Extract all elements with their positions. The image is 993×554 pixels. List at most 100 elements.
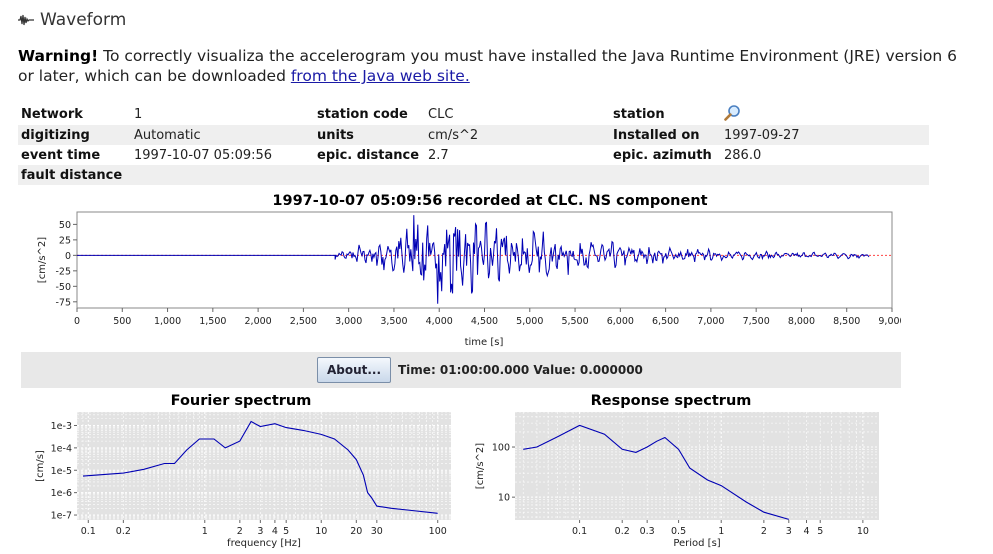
y-tick-label: -25 [55, 266, 71, 277]
x-tick-label: 10 [315, 526, 327, 537]
x-tick-label: 5,000 [516, 316, 543, 327]
y-tick-label: 50 [59, 220, 71, 231]
x-tick-label: 4,500 [471, 316, 498, 327]
x-tick-label: 0.5 [671, 526, 686, 537]
page-title: Waveform [18, 8, 126, 32]
x-tick-label: 2 [237, 526, 243, 537]
x-tick-label: 1 [202, 526, 208, 537]
digitizing-value: Automatic [131, 125, 314, 145]
epic-distance-label: epic. distance [317, 147, 420, 163]
waveform-trace [77, 215, 870, 304]
event-time-value: 1997-10-07 05:09:56 [134, 147, 273, 163]
epic-azimuth-value: 286.0 [724, 147, 762, 163]
y-tick-label: 100 [492, 443, 510, 454]
x-tick-label: 10 [857, 526, 869, 537]
waveform-chart: 1997-10-07 05:09:56 recorded at CLC. NS … [37, 193, 901, 348]
response-trace [523, 424, 789, 520]
station-info-table: Network 1 station code CLC station digit… [18, 104, 929, 185]
x-tick-label: 6,000 [607, 316, 634, 327]
x-tick-label: 4,000 [426, 316, 453, 327]
warning-label: Warning! [18, 47, 99, 65]
x-tick-label: 30 [371, 526, 383, 537]
info-row: Network 1 station code CLC station [18, 104, 929, 125]
installed-label: Installed on [610, 125, 721, 145]
fault-distance-label: fault distance [18, 165, 131, 185]
chart-title: 1997-10-07 05:09:56 recorded at CLC. NS … [272, 193, 707, 209]
epic-azimuth-label: epic. azimuth [613, 147, 712, 163]
x-tick-label: 0 [74, 316, 80, 327]
x-tick-label: 4 [272, 526, 278, 537]
x-tick-label: 2 [761, 526, 767, 537]
y-tick-label: 10 [498, 493, 510, 504]
x-tick-label: 3 [786, 526, 792, 537]
fault-distance-value [131, 165, 314, 185]
chart-title: Fourier spectrum [171, 393, 312, 409]
x-tick-label: 100 [429, 526, 447, 537]
y-tick-label: 25 [59, 235, 71, 246]
about-button[interactable]: About... [317, 357, 391, 383]
java-download-link[interactable]: from the Java web site. [290, 67, 470, 85]
time-value-readout: Time: 01:00:00.000 Value: 0.000000 [398, 363, 643, 377]
info-row: digitizing Automatic units cm/s^2 Instal… [18, 125, 929, 145]
x-tick-label: 5 [817, 526, 823, 537]
x-tick-label: 7,500 [743, 316, 770, 327]
plot-area [76, 211, 893, 309]
x-axis-label: frequency [Hz] [227, 538, 301, 549]
installed-value: 1997-09-27 [721, 125, 929, 145]
x-axis-label: time [s] [465, 337, 504, 348]
x-tick-label: 0.3 [640, 526, 655, 537]
y-axis-label: [cm/s^2] [475, 443, 486, 489]
x-tick-label: 2,500 [290, 316, 317, 327]
x-tick-label: 500 [113, 316, 131, 327]
x-tick-label: 2,000 [245, 316, 272, 327]
x-tick-label: 0.1 [81, 526, 96, 537]
x-tick-label: 1 [718, 526, 724, 537]
network-label: Network [21, 107, 83, 122]
units-label: units [314, 125, 425, 145]
y-tick-label: -50 [55, 282, 71, 293]
y-tick-label: 0 [65, 251, 71, 262]
x-tick-label: 9,000 [878, 316, 901, 327]
x-tick-label: 3 [257, 526, 263, 537]
applet-toolbar: About... Time: 01:00:00.000 Value: 0.000… [21, 352, 901, 388]
y-tick-label: 1e-3 [51, 421, 72, 432]
y-tick-label: 1e-4 [51, 443, 72, 454]
x-tick-label: 8,500 [833, 316, 860, 327]
fourier-spectrum-chart: Fourier spectrum 0.1 0.2 1 2 3 4 5 10 20 30 100 1e-… [35, 393, 451, 549]
chart-title: Response spectrum [591, 393, 752, 409]
station-code-value: CLC [428, 107, 454, 122]
info-row: event time 1997-10-07 05:09:56 epic. dis… [18, 145, 929, 165]
station-code-label: station code [317, 107, 408, 122]
x-tick-label: 20 [350, 526, 362, 537]
x-tick-label: 6,500 [652, 316, 679, 327]
x-tick-label: 8,000 [788, 316, 815, 327]
plot-area [77, 412, 451, 520]
y-tick-label: 1e-7 [51, 511, 72, 522]
y-tick-label: 1e-6 [51, 488, 72, 499]
x-tick-label: 0.1 [572, 526, 587, 537]
x-tick-label: 0.2 [615, 526, 630, 537]
station-label: station [613, 107, 665, 122]
x-tick-label: 7,000 [697, 316, 724, 327]
magnifier-icon[interactable] [724, 104, 741, 121]
response-spectrum-chart: Response spectrum 0.1 0.2 0.3 0.5 1 2 3 4 5 10 100… [475, 393, 879, 549]
x-tick-label: 0.2 [116, 526, 131, 537]
x-tick-label: 3,500 [380, 316, 407, 327]
network-value: 1 [134, 107, 143, 122]
y-tick-label: -75 [55, 297, 71, 308]
x-axis-label: Period [s] [673, 538, 720, 549]
event-time-label: event time [21, 147, 101, 163]
epic-distance-value: 2.7 [428, 147, 449, 163]
warning-text: To correctly visualiza the accelerogram … [18, 47, 958, 85]
x-tick-label: 4 [803, 526, 809, 537]
y-axis-label: [cm/s^2] [37, 237, 48, 283]
plot-area [515, 412, 879, 520]
digitizing-label: digitizing [18, 125, 131, 145]
fourier-trace [82, 420, 438, 514]
waveform-icon [18, 14, 34, 26]
y-axis-label: [cm/s] [35, 450, 46, 482]
y-tick-label: 1e-5 [51, 466, 72, 477]
info-row: fault distance [18, 165, 929, 185]
x-tick-label: 5 [283, 526, 289, 537]
jre-warning: Warning! To correctly visualiza the acce… [18, 46, 968, 86]
